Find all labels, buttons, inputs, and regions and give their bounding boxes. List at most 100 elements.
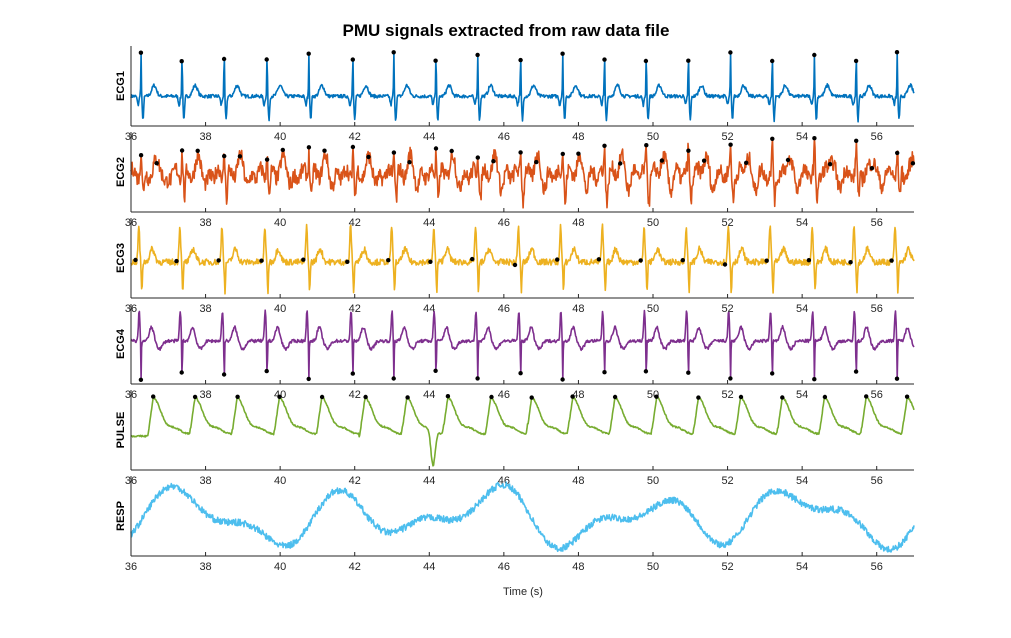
marker-ecg3-9 [512,262,518,268]
x-tick-label: 42 [349,475,361,487]
marker-ecg1-18 [894,50,900,55]
marker-ecg1-11 [602,57,607,62]
y-axis-label-ecg1: ECG1 [115,71,127,101]
marker-ecg1-2 [221,56,227,62]
marker-ecg2-2 [179,148,185,153]
x-tick-label: 38 [199,389,211,401]
marker-ecg1-8 [475,52,480,58]
y-axis-label-pulse: PULSE [115,412,127,449]
marker-ecg3-17 [848,260,853,265]
x-tick-label: 52 [721,561,733,573]
x-tick-label: 56 [871,217,883,229]
marker-ecg4-3 [264,368,269,374]
marker-ecg2-15 [449,148,454,154]
marker-pulse-3 [277,394,282,399]
series-line-ecg1 [130,51,915,123]
marker-ecg2-29 [744,160,749,165]
marker-ecg1-5 [350,57,355,62]
marker-ecg1-6 [391,50,396,55]
x-tick-label: 36 [125,561,137,573]
marker-pulse-18 [904,394,910,399]
panel-ecg4: 3638404244464850525456ECG4 [115,304,915,401]
marker-ecg2-6 [264,157,270,162]
y-axis-label-ecg4: ECG4 [115,328,127,359]
x-tick-label: 40 [274,131,286,143]
marker-ecg1-13 [686,58,691,63]
marker-ecg1-4 [306,51,311,56]
marker-ecg2-10 [350,144,356,150]
marker-ecg1-16 [812,52,817,58]
marker-ecg2-16 [475,155,480,160]
x-tick-label: 48 [572,303,584,315]
marker-ecg4-1 [179,370,184,375]
marker-pulse-10 [570,394,575,399]
marker-ecg3-18 [889,258,894,263]
series-line-resp [130,481,915,553]
marker-pulse-15 [780,395,785,400]
x-tick-label: 42 [349,389,361,401]
marker-ecg4-8 [475,376,480,381]
x-tick-label: 38 [199,217,211,229]
marker-ecg2-23 [618,161,623,166]
marker-ecg2-33 [827,162,833,167]
marker-ecg4-15 [770,371,775,376]
marker-ecg2-14 [433,146,439,151]
marker-ecg2-1 [154,161,159,166]
marker-pulse-13 [696,395,701,400]
marker-ecg2-31 [785,157,791,163]
marker-ecg2-8 [306,145,312,150]
marker-ecg4-9 [518,371,523,376]
x-tick-label: 56 [871,475,883,487]
marker-ecg3-13 [680,258,685,263]
x-tick-label: 52 [721,131,733,143]
marker-ecg4-6 [391,376,396,381]
x-tick-label: 44 [423,131,435,143]
marker-ecg2-4 [222,153,227,159]
marker-ecg2-35 [869,166,875,171]
x-tick-label: 40 [274,475,286,487]
marker-ecg3-7 [428,259,433,264]
x-tick-label: 54 [796,131,808,143]
x-tick-label: 50 [647,475,659,487]
x-tick-label: 48 [572,475,584,487]
x-tick-label: 46 [498,217,510,229]
marker-ecg3-3 [259,258,264,263]
x-tick-label: 44 [423,475,435,487]
marker-ecg2-27 [701,158,707,163]
x-tick-label: 52 [721,217,733,229]
x-tick-label: 46 [498,303,510,315]
marker-ecg4-13 [686,370,691,375]
marker-ecg1-1 [179,59,184,64]
marker-ecg4-5 [350,371,355,376]
marker-ecg2-18 [518,150,523,155]
marker-ecg3-1 [174,258,179,264]
marker-ecg1-7 [433,58,438,63]
y-axis-label-ecg2: ECG2 [115,157,127,187]
x-tick-label: 52 [721,303,733,315]
series-line-pulse [130,395,915,467]
marker-ecg3-12 [638,258,643,263]
x-tick-label: 48 [572,561,584,573]
marker-ecg4-16 [812,377,817,382]
marker-pulse-8 [489,394,494,400]
marker-ecg3-16 [806,258,812,263]
marker-ecg2-13 [407,160,412,165]
marker-ecg2-21 [576,151,581,156]
x-tick-label: 56 [871,303,883,315]
marker-ecg2-22 [602,143,607,148]
x-tick-label: 44 [423,217,435,229]
marker-ecg4-10 [560,377,565,382]
x-tick-label: 40 [274,217,286,229]
marker-ecg2-30 [770,136,775,141]
marker-ecg2-9 [322,148,327,153]
marker-pulse-14 [738,394,744,400]
marker-ecg2-28 [728,142,733,147]
marker-ecg2-36 [895,150,900,156]
marker-ecg2-12 [391,150,397,155]
marker-ecg3-6 [386,258,391,263]
marker-ecg2-17 [491,159,496,164]
marker-ecg4-18 [894,376,900,381]
